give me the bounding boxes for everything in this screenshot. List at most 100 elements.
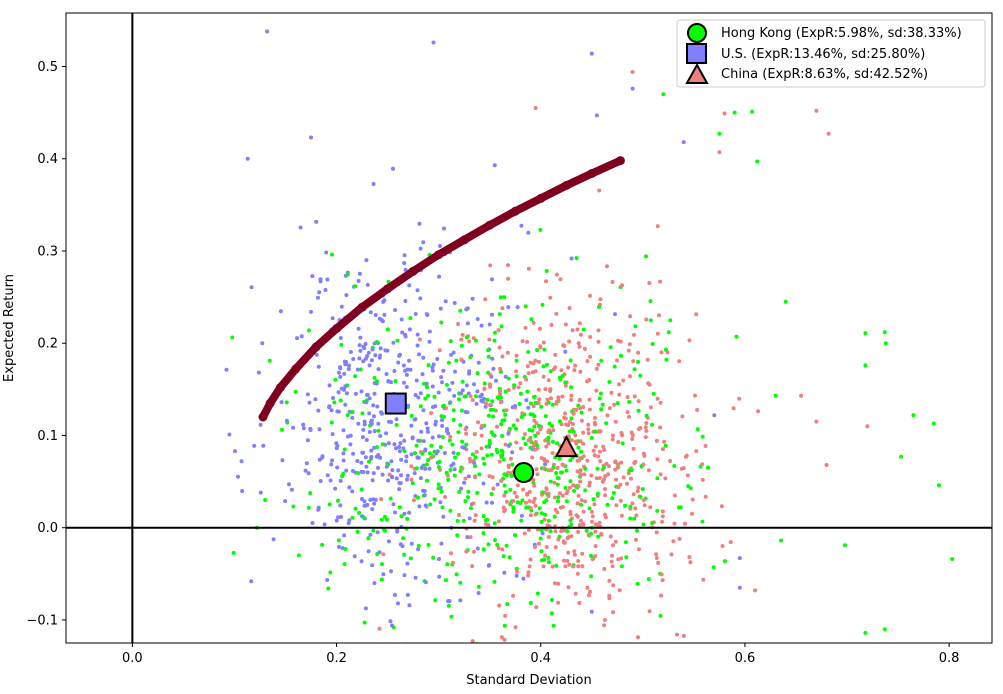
scatter-point-red [581,522,586,527]
x-tick-label: 0.4 [530,651,551,666]
scatter-point-blue [494,378,498,383]
scatter-point-green [418,404,423,409]
scatter-point-red [607,578,612,583]
scatter-point-red [578,473,583,477]
frontier-point [311,342,321,352]
scatter-point-green [486,348,491,353]
scatter-point-green [477,472,482,477]
scatter-point-green [432,497,437,502]
scatter-point-blue [224,367,229,372]
scatter-point-green [442,403,446,408]
scatter-point-green [629,468,634,473]
scatter-point-blue [376,421,381,426]
scatter-point-green [481,547,486,552]
scatter-point-red [576,529,581,534]
scatter-point-green [439,320,444,325]
scatter-point-green [512,383,517,388]
scatter-point-red [508,456,513,461]
scatter-point-blue [398,481,403,486]
scatter-point-red [574,407,579,412]
scatter-point-green [428,502,433,507]
scatter-point-green [432,449,437,454]
scatter-point-blue [437,574,442,579]
scatter-point-green [367,459,371,464]
scatter-point-green [540,558,545,563]
scatter-point-red [597,520,602,525]
y-tick-label: 0.0 [37,521,58,536]
scatter-point-green [843,543,847,548]
scatter-point-green [676,505,681,510]
scatter-point-blue [359,460,364,465]
scatter-point-red [737,396,742,401]
scatter-point-red [526,570,531,575]
scatter-point-green [627,400,632,404]
scatter-point-red [643,425,648,430]
scatter-point-green [666,330,671,335]
scatter-point-blue [399,317,404,322]
scatter-point-green [408,556,413,561]
scatter-point-blue [318,479,323,483]
scatter-point-red [630,437,635,441]
scatter-point-blue [402,380,406,385]
scatter-point-red [799,393,804,398]
scatter-point-green [468,506,473,511]
scatter-point-green [546,560,551,565]
scatter-point-green [473,338,478,343]
scatter-point-red [533,503,538,508]
scatter-point-red [468,459,473,464]
scatter-point-blue [343,384,348,389]
scatter-point-red [577,321,582,326]
scatter-point-red [460,332,465,337]
scatter-point-green [475,490,480,495]
scatter-point-red [610,437,615,442]
scatter-point-blue [261,443,266,448]
scatter-point-green [755,159,760,164]
scatter-point-blue [338,478,343,483]
y-axis: −0.1 0.0 0.1 0.2 0.3 0.4 0.5 [26,60,66,628]
scatter-point-red [525,491,530,496]
scatter-point-red [625,481,629,486]
scatter-point-blue [589,609,594,614]
scatter-point-green [426,363,431,368]
scatter-point-green [564,468,569,473]
scatter-point-red [542,517,547,522]
scatter-point-red [566,585,571,590]
scatter-point-blue [351,451,356,456]
scatter-point-red [543,438,548,443]
scatter-point-green [399,514,404,519]
scatter-point-green [550,424,555,429]
scatter-point-red [556,581,561,586]
scatter-point-green [511,423,516,428]
scatter-point-green [329,420,334,425]
scatter-point-blue [403,299,408,303]
scatter-point-blue [338,374,343,379]
scatter-point-blue [350,469,355,473]
scatter-point-red [641,462,646,467]
scatter-point-red [470,398,475,403]
scatter-point-blue [357,343,362,348]
scatter-point-green [635,581,640,586]
scatter-point-blue [336,390,341,395]
scatter-point-green [488,407,493,412]
frontier-layer [258,156,625,422]
scatter-point-blue [418,476,423,481]
scatter-point-red [703,444,708,448]
scatter-point-blue [400,544,405,549]
scatter-point-green [448,468,453,472]
scatter-point-red [470,564,475,569]
scatter-point-green [610,496,615,501]
scatter-point-blue [299,334,304,339]
scatter-point-blue [330,458,335,463]
scatter-point-red [577,523,582,527]
scatter-point-green [563,380,568,385]
scatter-point-blue [339,386,344,391]
scatter-point-blue [258,490,263,495]
scatter-point-blue [396,360,401,365]
scatter-point-red [556,398,561,403]
scatter-point-red [655,224,660,229]
scatter-point-red [570,328,575,333]
scatter-point-blue [465,535,470,540]
scatter-point-red [728,540,733,545]
scatter-point-blue [490,277,494,282]
scatter-point-red [636,350,641,355]
